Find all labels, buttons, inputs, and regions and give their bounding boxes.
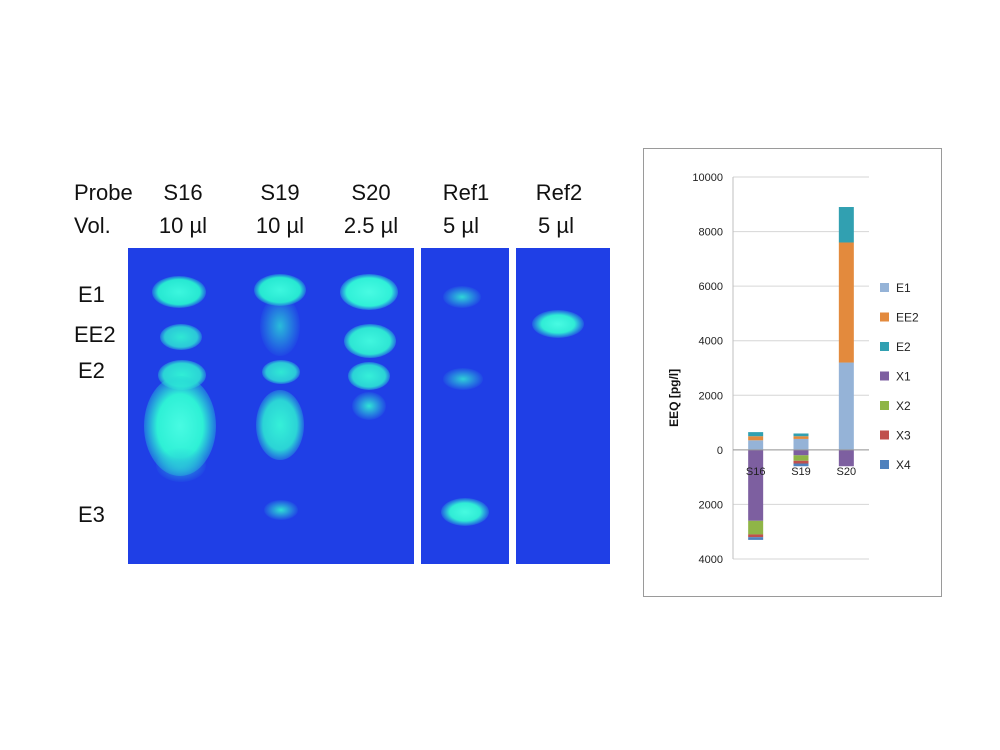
bar-s19-x1 [793, 449, 809, 456]
y-tick-label: 4000 [699, 554, 723, 566]
spot-s20-e1 [340, 274, 398, 310]
bar-s16-ee2 [748, 436, 764, 441]
legend-swatch-e1 [880, 283, 889, 292]
x-tick-label-s19: S19 [791, 466, 811, 478]
y-tick-label: 8000 [699, 227, 723, 239]
legend-label-x3: X3 [896, 429, 911, 443]
lane-volume-ref2: 5 µl [538, 213, 574, 238]
bar-s19-x4 [793, 463, 809, 467]
band-label-ee2: EE2 [74, 322, 116, 347]
bar-s16-x2 [748, 520, 764, 535]
eeq-chart-svg: 10000 8000 6000 4000 2000 0 2000 4000 EEQ [pg/l]… [667, 172, 919, 566]
spot-s20-low [352, 392, 386, 420]
bar-s20-e1 [838, 362, 854, 450]
tlc-plate-ref1 [421, 248, 509, 564]
legend-label-x4: X4 [896, 458, 911, 472]
legend-label-ee2: EE2 [896, 311, 919, 325]
x-tick-label-s20: S20 [837, 466, 857, 478]
bar-s16-x1 [748, 449, 764, 521]
y-tick-label: 2000 [699, 499, 723, 511]
spot-ref2-ee2 [532, 310, 584, 338]
lane-volume-ref1: 5 µl [443, 213, 479, 238]
bar-s19-ee2 [793, 436, 809, 439]
spot-s16-e1 [152, 276, 206, 308]
y-tick-label: 2000 [699, 390, 723, 402]
bar-s16-x3 [748, 534, 764, 538]
band-label-e3: E3 [78, 502, 105, 527]
bar-s19-e1 [793, 438, 809, 450]
spot-s19-e2 [262, 360, 300, 384]
bar-s16-e1 [748, 440, 764, 450]
bar-s20-e2 [838, 207, 854, 243]
bar-s16-x4 [748, 537, 764, 540]
spot-s19-smear-top [260, 296, 300, 356]
legend-swatch-x4 [880, 460, 889, 469]
tlc-plate-main [128, 248, 414, 564]
spot-s16-ee2 [160, 324, 202, 350]
y-tick-label: 4000 [699, 336, 723, 348]
legend-swatch-x1 [880, 371, 889, 381]
bar-s20-x1 [838, 449, 854, 467]
band-label-e1: E1 [78, 282, 105, 307]
spot-s20-e2 [348, 362, 390, 390]
tlc-plate-ref2 [516, 248, 610, 564]
lane-probe-s20: S20 [351, 180, 391, 205]
bar-s20-ee2 [838, 242, 854, 363]
y-axis-title: EEQ [pg/l] [667, 369, 681, 427]
bar-s19-x3 [793, 460, 809, 464]
spot-ref1-e1 [443, 286, 481, 308]
lane-volume-s20: 2.5 µl [343, 213, 399, 238]
legend-swatch-e2 [880, 342, 889, 351]
legend-label-x1: X1 [896, 370, 911, 384]
band-label-e2: E2 [78, 358, 105, 383]
lane-probe-s19: S19 [260, 180, 300, 205]
spot-ref1-e3 [441, 498, 489, 526]
probe-row-label: Probe [74, 180, 133, 205]
volume-row-label: Vol. [74, 213, 111, 238]
lane-probe-ref2: Ref2 [535, 180, 583, 205]
lane-probe-s16: S16 [163, 180, 203, 205]
y-tick-label: 10000 [692, 172, 723, 184]
eeq-chart: 10000 8000 6000 4000 2000 0 2000 4000 EEQ [pg/l]… [643, 148, 942, 597]
legend-swatch-x2 [880, 401, 889, 410]
y-tick-label: 6000 [699, 281, 723, 293]
y-tick-label: 0 [717, 445, 723, 457]
x-tick-label-s16: S16 [746, 466, 766, 478]
spot-s20-ee2 [344, 324, 396, 358]
legend-swatch-ee2 [880, 312, 889, 322]
legend-swatch-x3 [880, 430, 889, 440]
spot-s19-e3 [264, 500, 298, 520]
lane-volume-s19: 10 µl [255, 213, 305, 238]
bar-s16-e2 [748, 432, 764, 437]
lane-volume-s16: 10 µl [158, 213, 208, 238]
spot-s19-smear [256, 390, 304, 460]
legend-label-e1: E1 [896, 281, 911, 295]
bar-s19-x2 [793, 455, 809, 461]
legend-label-x2: X2 [896, 399, 911, 413]
lane-probe-ref1: Ref1 [442, 180, 490, 205]
legend-label-e2: E2 [896, 340, 911, 354]
spot-ref1-e2 [443, 368, 483, 390]
bar-s19-e2 [793, 433, 809, 437]
spot-s16-tail [156, 448, 206, 482]
